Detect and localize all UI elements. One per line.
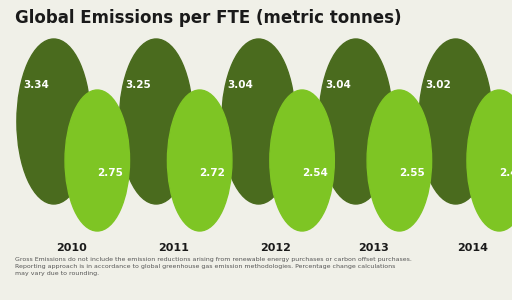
Text: Gross Emissions do not include the emission reductions arising from renewable en: Gross Emissions do not include the emiss… [15,256,412,276]
Text: 2.54: 2.54 [302,167,328,178]
Text: Global Emissions per FTE (metric tonnes): Global Emissions per FTE (metric tonnes) [15,9,402,27]
Text: 3.04: 3.04 [325,80,351,91]
Ellipse shape [367,90,432,231]
Text: 2.55: 2.55 [399,167,425,178]
Text: 2014: 2014 [458,243,488,253]
Ellipse shape [319,39,393,204]
Ellipse shape [419,39,493,204]
Ellipse shape [222,39,295,204]
Text: 2.48: 2.48 [499,167,512,178]
Ellipse shape [467,90,512,231]
Ellipse shape [119,39,193,204]
Ellipse shape [17,39,91,204]
Ellipse shape [65,90,130,231]
Text: 2011: 2011 [158,243,189,253]
Text: 2010: 2010 [56,243,87,253]
Text: 2013: 2013 [358,243,389,253]
Text: 3.25: 3.25 [125,80,151,91]
Text: 3.02: 3.02 [425,80,451,91]
Text: 3.04: 3.04 [228,80,253,91]
Text: 3.34: 3.34 [23,80,49,91]
Ellipse shape [167,90,232,231]
Ellipse shape [270,90,334,231]
Text: 2012: 2012 [261,243,291,253]
Text: 2.75: 2.75 [97,167,123,178]
Text: 2.72: 2.72 [200,167,225,178]
